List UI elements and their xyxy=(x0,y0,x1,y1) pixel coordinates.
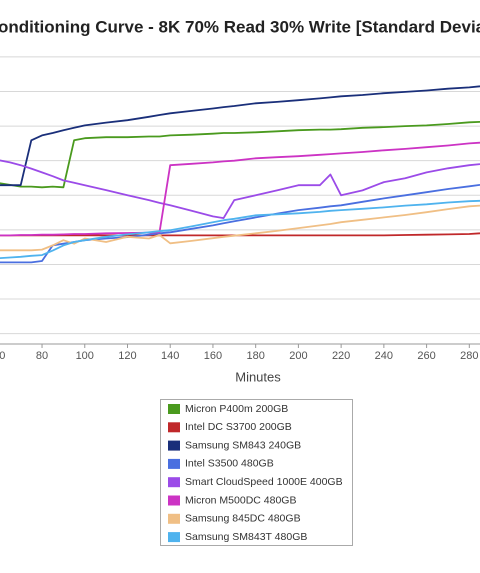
x-axis-title: Minutes xyxy=(235,369,281,384)
legend: Micron P400m 200GB Intel DC S3700 200GB Sa… xyxy=(168,403,343,543)
x-tick-label: 60 xyxy=(0,350,5,362)
x-tick-label: 80 xyxy=(36,350,48,362)
x-tick-label: 160 xyxy=(204,350,222,362)
legend-swatch xyxy=(168,422,180,433)
x-tick-label: 100 xyxy=(76,350,94,362)
series-line xyxy=(0,159,480,219)
x-tick-label: 200 xyxy=(289,350,307,362)
legend-swatch xyxy=(168,513,180,524)
x-tick-label: 260 xyxy=(417,350,435,362)
legend-label: Intel S3500 480GB xyxy=(185,458,274,470)
legend-label: Samsung 845DC 480GB xyxy=(185,513,301,525)
legend-swatch xyxy=(168,495,180,506)
series-line xyxy=(0,121,480,189)
x-tick-label: 180 xyxy=(246,350,264,362)
legend-swatch xyxy=(168,477,180,488)
legend-label: Micron M500DC 480GB xyxy=(185,494,296,506)
x-tick-label: 120 xyxy=(118,350,136,362)
legend-label: Micron P400m 200GB xyxy=(185,403,288,415)
x-tick-label: 280 xyxy=(460,350,478,362)
legend-swatch xyxy=(168,458,180,469)
legend-label: Smart CloudSpeed 1000E 400GB xyxy=(185,476,343,488)
legend-swatch xyxy=(168,404,180,414)
series-line xyxy=(0,184,480,264)
series-line xyxy=(0,199,480,260)
legend-label: Intel DC S3700 200GB xyxy=(185,421,292,433)
legend-swatch xyxy=(168,440,180,451)
series-line xyxy=(0,204,480,252)
legend-label: Samsung SM843T 480GB xyxy=(185,531,307,543)
legend-swatch xyxy=(168,532,180,543)
x-tick-label: 240 xyxy=(375,350,393,362)
x-tick-label: 140 xyxy=(161,350,179,362)
legend-box xyxy=(160,399,353,546)
legend-label: Samsung SM843 240GB xyxy=(185,439,301,451)
series-line xyxy=(0,141,480,237)
x-tick-label: 220 xyxy=(332,350,350,362)
series-line xyxy=(0,85,480,187)
chart-title: onditioning Curve - 8K 70% Read 30% Writ… xyxy=(0,17,480,36)
plot-area: 1234567896080100120140160180200220240260… xyxy=(0,56,480,362)
